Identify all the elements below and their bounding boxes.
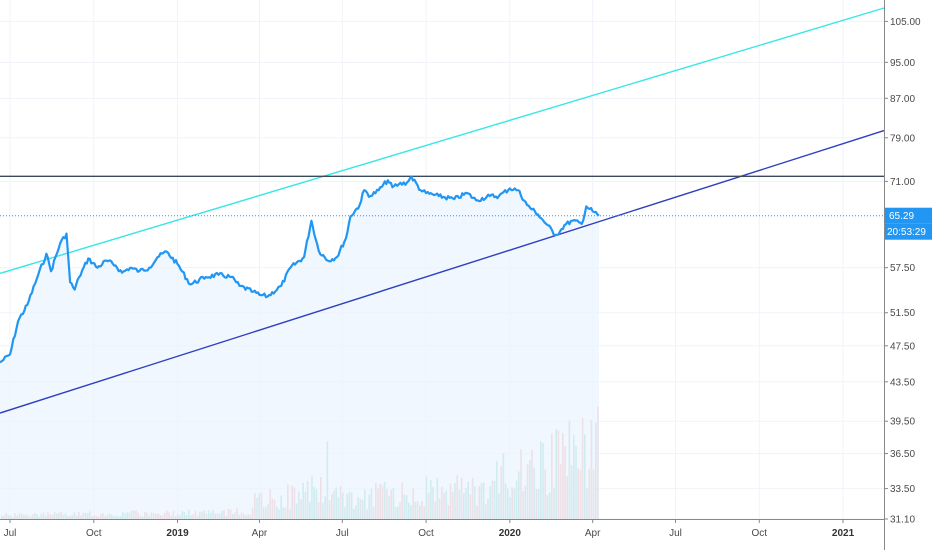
y-tick-label: 105.00 [890,17,921,28]
x-tick-label: Jul [4,528,17,539]
y-tick-label: 39.50 [890,417,915,428]
x-tick-label: Jul [336,528,349,539]
y-tick-label: 71.00 [890,177,915,188]
y-tick-label: 57.50 [890,263,915,274]
price-axis[interactable]: 105.00 95.00 87.00 79.00 71.00 57.50 51.50 47.5… [884,17,921,526]
trend-lines[interactable] [0,7,885,414]
y-tick-label: 95.00 [890,58,915,69]
x-tick-label: Apr [252,528,268,539]
last-price-badge [885,207,932,224]
y-tick-label: 47.50 [890,341,915,352]
x-tick-label: Jul [669,528,682,539]
last-price-label: 65.29 [889,211,914,222]
price-badges: 65.29 20:53:29 [885,207,932,240]
countdown-badge [885,223,932,240]
y-tick-label: 79.00 [890,133,915,144]
x-tick-label: 2019 [166,528,189,539]
x-tick-label: Oct [751,528,767,539]
price-area-fill [0,176,599,520]
y-tick-label: 31.10 [890,515,915,526]
countdown-label: 20:53:29 [887,227,926,238]
x-tick-label: Apr [585,528,601,539]
x-tick-label: 2021 [832,528,855,539]
y-tick-label: 43.50 [890,377,915,388]
y-tick-label: 51.50 [890,308,915,319]
y-tick-label: 33.50 [890,484,915,495]
y-tick-label: 87.00 [890,94,915,105]
price-line-series [0,175,600,364]
x-tick-label: Oct [418,528,434,539]
x-tick-label: 2020 [499,528,522,539]
x-tick-label: Oct [86,528,102,539]
y-tick-label: 36.50 [890,449,915,460]
time-axis[interactable]: Jul Oct 2019 Apr Jul Oct 2020 Apr Jul Oct 2021 [4,519,855,539]
trend-line[interactable] [0,129,885,414]
trend-line[interactable] [0,7,885,275]
